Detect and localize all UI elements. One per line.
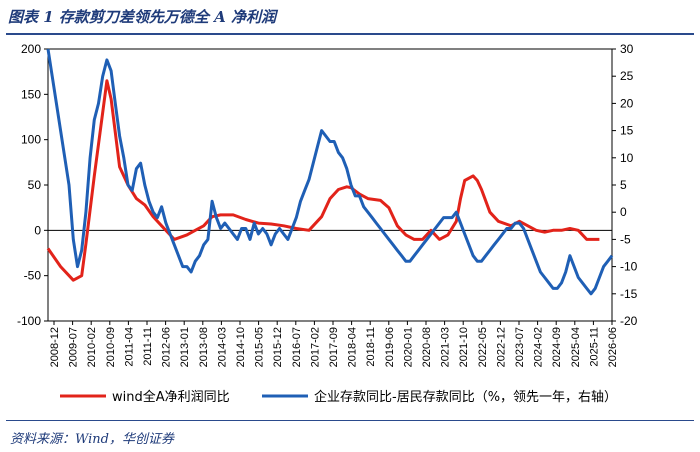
right-tick-label: 10 (620, 151, 634, 165)
x-tick-label: 2018-04 (347, 327, 359, 367)
right-tick-label: 30 (620, 42, 634, 56)
right-tick-label: -15 (620, 287, 638, 301)
x-tick-label: 2022-05 (477, 327, 489, 367)
x-tick-label: 2011-04 (123, 327, 135, 367)
left-tick-label: 50 (28, 178, 42, 192)
deposit-gap-line (46, 48, 614, 296)
x-tick-label: 2023-07 (514, 327, 526, 367)
line-chart: 200150100500-50-100302520151050-5-10-15-… (17, 42, 638, 405)
right-tick-label: -20 (620, 314, 638, 328)
x-tick-label: 2008-12 (49, 327, 61, 367)
x-tick-label: 2010-02 (86, 327, 98, 367)
left-tick-label: 0 (34, 223, 41, 237)
left-tick-label: -100 (17, 314, 41, 328)
x-tick-label: 2022-12 (495, 327, 507, 367)
bottom-rule (6, 420, 694, 421)
right-tick-label: 20 (620, 96, 634, 110)
x-tick-label: 2024-02 (533, 327, 545, 367)
figure-title: 图表 1 存款剪刀差领先万德全 A 净利润 (8, 8, 276, 26)
x-tick-label: 2025-11 (588, 327, 600, 367)
left-tick-label: 100 (21, 133, 41, 147)
right-tick-label: 0 (620, 205, 627, 219)
x-tick-label: 2013-01 (179, 327, 191, 367)
legend-label: wind全A净利润同比 (112, 389, 230, 405)
left-tick-label: 200 (21, 42, 41, 56)
x-tick-label: 2014-03 (216, 327, 228, 367)
x-tick-label: 2016-07 (291, 327, 303, 367)
x-tick-label: 2021-03 (440, 327, 452, 367)
right-tick-label: -5 (620, 232, 631, 246)
x-tick-label: 2017-02 (309, 327, 321, 367)
x-tick-label: 2019-06 (384, 327, 396, 367)
right-tick-label: 15 (620, 124, 634, 138)
x-tick-label: 2015-05 (254, 327, 266, 367)
x-tick-label: 2024-09 (551, 327, 563, 367)
right-tick-label: 25 (620, 69, 634, 83)
x-tick-label: 2020-01 (402, 327, 414, 367)
x-tick-label: 2025-04 (570, 327, 582, 367)
title-rule (6, 33, 694, 35)
x-tick-label: 2017-09 (328, 327, 340, 367)
source-note: 资料来源：Wind，华创证券 (10, 432, 174, 447)
right-tick-label: -10 (620, 260, 638, 274)
right-tick-label: 5 (620, 178, 627, 192)
x-tick-label: 2011-11 (142, 327, 154, 366)
x-tick-label: 2012-06 (161, 327, 173, 367)
left-tick-label: 150 (21, 87, 41, 101)
x-tick-label: 2021-10 (458, 327, 470, 367)
x-tick-label: 2020-08 (421, 327, 433, 367)
title-bar: 图表 1 存款剪刀差领先万德全 A 净利润 (0, 0, 700, 35)
left-tick-label: -50 (24, 269, 42, 283)
x-tick-label: 2010-09 (105, 327, 117, 367)
x-tick-label: 2026-06 (607, 327, 619, 367)
x-tick-label: 2018-11 (365, 327, 377, 367)
x-tick-label: 2014-10 (235, 327, 247, 367)
x-tick-label: 2015-12 (272, 327, 284, 367)
net-profit-line (46, 79, 600, 282)
x-tick-label: 2013-08 (198, 327, 210, 367)
legend-label: 企业存款同比-居民存款同比（%，领先一年，右轴） (314, 389, 617, 405)
x-tick-label: 2009-07 (68, 327, 80, 367)
